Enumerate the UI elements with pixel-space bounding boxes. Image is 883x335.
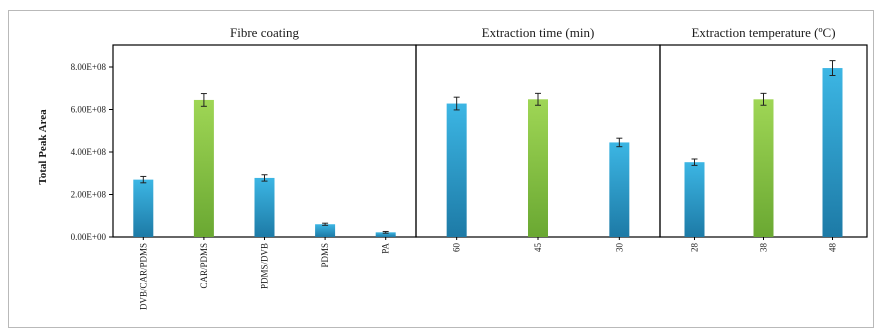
panel-title: Fibre coating xyxy=(230,25,299,40)
category-label: 30 xyxy=(614,243,624,253)
bar xyxy=(193,99,214,237)
y-tick-label: 4.00E+08 xyxy=(71,147,107,157)
category-label: PA xyxy=(381,243,391,254)
category-label: 38 xyxy=(759,243,769,253)
bar xyxy=(375,232,396,237)
panel-title: Extraction temperature (ºC) xyxy=(691,25,835,40)
figure-frame xyxy=(8,10,874,328)
bar xyxy=(446,103,467,237)
y-axis-label: Total Peak Area xyxy=(37,109,49,185)
bar xyxy=(684,162,705,237)
bar xyxy=(254,177,275,237)
category-label: 45 xyxy=(533,243,543,253)
bar xyxy=(133,179,154,237)
chart-panels: Fibre coating DVB/CAR/PDMS CAR/PDMS PDMS/DV… xyxy=(112,25,868,310)
category-label: PDMS xyxy=(320,243,330,268)
panel-3: Extraction temperature (ºC) 28 38 48 xyxy=(659,25,868,253)
bar xyxy=(528,99,548,237)
category-label: CAR/PDMS xyxy=(199,243,209,289)
y-tick-label: 6.00E+08 xyxy=(71,105,107,115)
category-label: 28 xyxy=(690,243,700,253)
panel-2: Extraction time (min) 60 45 30 xyxy=(415,25,661,253)
category-label: 48 xyxy=(828,243,838,253)
category-label: PDMS/DVB xyxy=(260,243,270,289)
category-label: 60 xyxy=(452,243,462,253)
panel-title: Extraction time (min) xyxy=(482,25,595,40)
y-axis-ticks: 0.00E+00 2.00E+08 4.00E+08 6.00E+08 8.00E+08 xyxy=(71,62,113,242)
category-label: DVB/CAR/PDMS xyxy=(138,243,148,310)
y-tick-label: 0.00E+00 xyxy=(71,232,107,242)
panel-1: Fibre coating DVB/CAR/PDMS CAR/PDMS PDMS/DV… xyxy=(112,25,417,310)
bar xyxy=(753,99,774,237)
bar xyxy=(609,142,630,237)
y-tick-label: 2.00E+08 xyxy=(71,190,107,200)
bar xyxy=(315,224,336,237)
y-tick-label: 8.00E+08 xyxy=(71,62,107,72)
bar xyxy=(822,68,843,237)
